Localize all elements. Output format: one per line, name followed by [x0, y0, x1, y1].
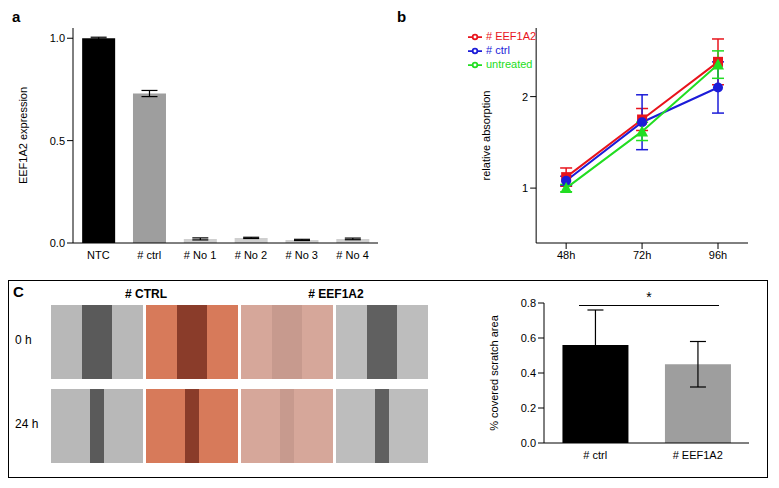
svg-text:1: 1: [522, 182, 528, 194]
svg-text:EEF1A2 expression: EEF1A2 expression: [17, 87, 29, 184]
svg-text:0.2: 0.2: [521, 402, 536, 414]
svg-text:0.6: 0.6: [521, 332, 536, 344]
html-text:0 h: 0 h: [15, 333, 32, 347]
svg-text:# ctrl: # ctrl: [137, 249, 161, 261]
svg-text:# No 4: # No 4: [336, 249, 368, 261]
html-text:# ctrl: # ctrl: [486, 44, 510, 57]
svg-text:# No 2: # No 2: [235, 249, 267, 261]
svg-text:# No 3: # No 3: [286, 249, 318, 261]
svg-text:96h: 96h: [709, 249, 727, 261]
svg-text:0.5: 0.5: [50, 135, 65, 147]
svg-text:2: 2: [522, 91, 528, 103]
svg-text:0.4: 0.4: [521, 367, 536, 379]
html-text:24 h: 24 h: [15, 417, 39, 431]
html-text:# EEF1A2: # EEF1A2: [308, 287, 364, 301]
svg-text:% covered scratch area: % covered scratch area: [488, 314, 500, 430]
svg-text:0.0: 0.0: [521, 437, 536, 449]
svg-text:# ctrl: # ctrl: [583, 449, 607, 461]
svg-text:relative absorption: relative absorption: [480, 91, 492, 181]
svg-text:# EEF1A2: # EEF1A2: [673, 449, 723, 461]
html-text:b: b: [397, 8, 407, 25]
svg-text:48h: 48h: [557, 249, 575, 261]
svg-text:0.0: 0.0: [50, 237, 65, 249]
html-text:a: a: [12, 8, 21, 25]
svg-text:1.0: 1.0: [50, 32, 65, 44]
svg-text:72h: 72h: [633, 249, 651, 261]
html-text:# CTRL: # CTRL: [125, 287, 167, 301]
svg-text:0.8: 0.8: [521, 297, 536, 309]
html-text:untreated: untreated: [486, 58, 533, 71]
svg-text:NTC: NTC: [87, 249, 110, 261]
html-text:C: C: [13, 283, 24, 300]
html-text:# EEF1A2: # EEF1A2: [486, 30, 537, 42]
svg-text:# No 1: # No 1: [184, 249, 216, 261]
